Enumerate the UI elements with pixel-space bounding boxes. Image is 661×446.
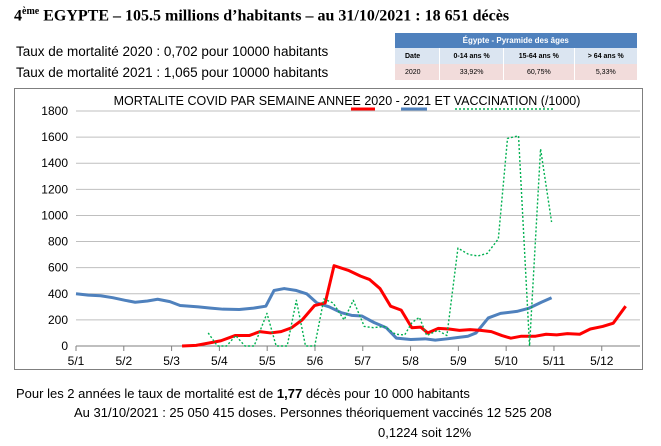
x-tick-label: 5/7 bbox=[354, 354, 371, 368]
heading-number: 4 bbox=[14, 7, 22, 25]
x-tick-label: 5/4 bbox=[211, 354, 228, 368]
header-15-64: 15-64 ans % bbox=[503, 48, 575, 64]
x-tick-label: 5/1 bbox=[68, 354, 85, 368]
cell-0-14: 33,92% bbox=[439, 64, 504, 80]
mortality-rate-2020: Taux de mortalité 2020 : 0,702 pour 1000… bbox=[16, 44, 329, 59]
series-line-0 bbox=[75, 287, 553, 342]
x-tick-label: 5/5 bbox=[259, 354, 276, 368]
y-tick-label: 600 bbox=[48, 261, 68, 275]
x-tick-label: 5/2 bbox=[115, 354, 132, 368]
y-tick-label: 1800 bbox=[41, 104, 68, 118]
y-tick-label: 800 bbox=[48, 235, 68, 249]
y-tick-label: 1400 bbox=[41, 156, 68, 170]
x-tick-label: 5/11 bbox=[543, 354, 566, 368]
y-tick-label: 1200 bbox=[41, 182, 68, 196]
chart-title: MORTALITE COVID PAR SEMAINE ANNEE 2020 -… bbox=[114, 94, 581, 108]
cell-over-64: 5,33% bbox=[573, 64, 637, 80]
y-tick-label: 1600 bbox=[41, 130, 68, 144]
y-tick-label: 400 bbox=[48, 287, 68, 301]
y-tick-label: 200 bbox=[48, 313, 68, 327]
series-line-1 bbox=[181, 264, 627, 348]
heading-superscript: ème bbox=[22, 6, 40, 17]
header-0-14: 0-14 ans % bbox=[439, 48, 504, 64]
x-tick-label: 5/6 bbox=[307, 354, 324, 368]
x-tick-label: 5/10 bbox=[494, 354, 518, 368]
vaccination-ratio: 0,1224 soit 12% bbox=[378, 425, 472, 440]
cell-15-64: 60,75% bbox=[503, 64, 575, 80]
note1-post: décès pour 10 000 habitants bbox=[302, 386, 470, 401]
page-heading: 4ème EGYPTE – 105.5 millions d’habitants… bbox=[14, 6, 509, 25]
y-tick-label: 1000 bbox=[41, 208, 68, 222]
x-tick-label: 5/3 bbox=[163, 354, 180, 368]
summary-rate-note: Pour les 2 années le taux de mortalité e… bbox=[16, 386, 470, 401]
y-tick-label: 0 bbox=[61, 339, 68, 353]
vaccination-note: Au 31/10/2021 : 25 050 415 doses. Person… bbox=[74, 405, 552, 420]
note1-bold: 1,77 bbox=[276, 386, 303, 401]
x-tick-label: 5/9 bbox=[450, 354, 467, 368]
cell-year: 2020 bbox=[393, 64, 440, 80]
header-over-64: > 64 ans % bbox=[573, 48, 637, 64]
mortality-chart: 0 200 400 600 800 1000 1200 1400 1600 1800 5/1 5/2 5… bbox=[41, 94, 640, 368]
series-line-2 bbox=[207, 135, 553, 347]
mortality-rate-2021: Taux de mortalité 2021 : 1,065 pour 1000… bbox=[16, 65, 329, 80]
x-tick-label: 5/8 bbox=[402, 354, 419, 368]
age-pyramid-table: Égypte - Pyramide des âges Date 0-14 ans… bbox=[393, 33, 637, 80]
heading-text: EGYPTE – 105.5 millions d’habitants – au… bbox=[39, 7, 510, 25]
header-date: Date bbox=[393, 48, 440, 64]
age-pyramid-title: Égypte - Pyramide des âges bbox=[394, 33, 637, 48]
chart-frame: 0 200 400 600 800 1000 1200 1400 1600 1800 5/1 5/2 5… bbox=[14, 88, 643, 370]
x-tick-label: 5/12 bbox=[590, 354, 614, 368]
table-row: 2020 33,92% 60,75% 5,33% bbox=[393, 64, 637, 80]
note1-pre: Pour les 2 années le taux de mortalité e… bbox=[16, 386, 277, 401]
